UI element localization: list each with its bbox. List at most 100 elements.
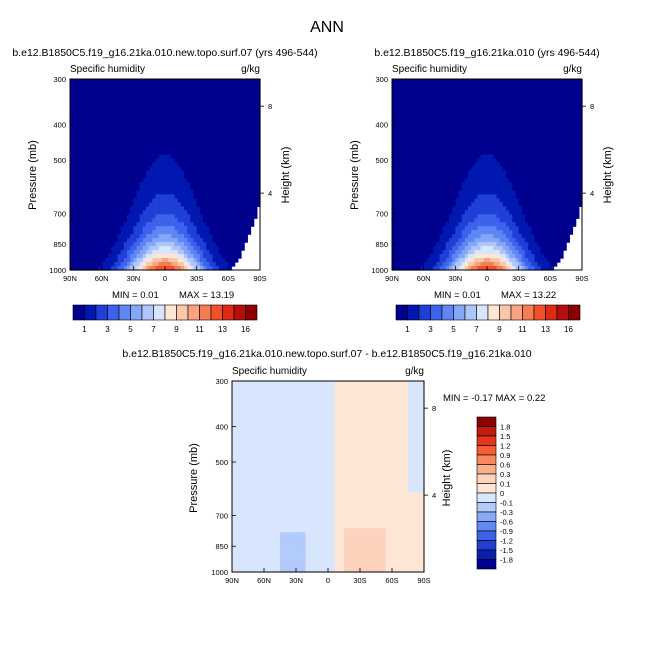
- plot-cell: [152, 166, 157, 172]
- plot-cell: [161, 258, 166, 263]
- plot-cell: [82, 262, 87, 267]
- plot-cell: [158, 194, 163, 199]
- plot-cell: [477, 79, 482, 84]
- plot-cell: [212, 202, 217, 207]
- plot-cell: [461, 182, 466, 188]
- plot-cell: [490, 174, 494, 180]
- plot-cell: [578, 130, 583, 136]
- plot-cell: [95, 226, 100, 231]
- plot-cell: [174, 114, 179, 120]
- plot-cell: [222, 226, 226, 231]
- plot-cell: [414, 182, 418, 188]
- plot-cell: [499, 158, 504, 164]
- plot-cell: [206, 194, 210, 199]
- plot-cell: [490, 106, 494, 112]
- plot-cell: [130, 230, 134, 235]
- plot-cell: [572, 158, 577, 164]
- plot-cell: [569, 154, 574, 160]
- plot-cell: [120, 242, 125, 247]
- plot-cell: [76, 154, 81, 160]
- plot-cell: [196, 214, 201, 219]
- plot-cell: [89, 178, 93, 184]
- plot-cell: [73, 230, 77, 235]
- plot-cell: [206, 182, 210, 188]
- plot-cell: [502, 79, 507, 84]
- plot-cell: [423, 166, 428, 172]
- plot-cell: [461, 190, 466, 195]
- plot-cell: [420, 202, 425, 207]
- plot-cell: [509, 198, 513, 203]
- plot-cell: [136, 234, 141, 239]
- plot-cell: [111, 230, 115, 235]
- plot-cell: [111, 174, 115, 180]
- plot-cell: [439, 182, 444, 188]
- plot-cell: [117, 182, 122, 188]
- plot-cell: [547, 194, 551, 199]
- plot-cell: [528, 98, 532, 104]
- plot-cell: [426, 146, 431, 152]
- plot-cell: [165, 158, 169, 164]
- plot-cell: [130, 178, 134, 184]
- plot-cell: [117, 150, 122, 156]
- plot-cell: [120, 114, 125, 120]
- plot-cell: [222, 182, 226, 188]
- plot-cell: [458, 174, 463, 180]
- plot-cell: [92, 190, 96, 195]
- plot-cell: [407, 106, 412, 112]
- plot-cell: [130, 79, 134, 84]
- plot-cell: [222, 114, 226, 120]
- plot-cell: [234, 138, 239, 144]
- plot-cell: [395, 178, 399, 184]
- plot-cell: [146, 158, 150, 164]
- plot-cell: [218, 146, 223, 152]
- plot-cell: [161, 202, 166, 207]
- plot-cell: [423, 186, 428, 192]
- plot-cell: [111, 150, 115, 156]
- plot-cell: [566, 210, 570, 215]
- plot-cell: [222, 254, 226, 259]
- plot-cell: [79, 186, 84, 192]
- plot-cell: [452, 174, 456, 180]
- plot-cell: [395, 214, 399, 219]
- plot-cell: [534, 166, 539, 172]
- plot-cell: [196, 230, 201, 235]
- plot-cell: [423, 90, 428, 96]
- plot-cell: [553, 110, 558, 116]
- plot-cell: [250, 206, 255, 211]
- plot-cell: [515, 138, 520, 144]
- plot-cell: [528, 150, 532, 156]
- plot-cell: [203, 250, 207, 255]
- plot-cell: [401, 218, 406, 223]
- plot-cell: [146, 194, 150, 199]
- plot-cell: [168, 174, 172, 180]
- plot-cell: [127, 206, 131, 211]
- plot-cell: [490, 126, 494, 132]
- plot-cell: [553, 174, 558, 180]
- plot-cell: [506, 202, 510, 207]
- plot-cell: [206, 106, 210, 112]
- plot-cell: [244, 138, 248, 144]
- plot-cell: [190, 214, 195, 219]
- plot-cell: [168, 250, 172, 255]
- plot-cell: [407, 130, 412, 136]
- plot-cell: [199, 258, 204, 263]
- plot-cell: [487, 122, 491, 128]
- plot-cell: [82, 186, 87, 192]
- plot-cell: [401, 79, 406, 84]
- plot-cell: [433, 178, 437, 184]
- plot-cell: [92, 166, 96, 172]
- plot-cell: [540, 134, 545, 140]
- plot-cell: [521, 142, 526, 148]
- plot-cell: [455, 134, 460, 140]
- plot-cell: [165, 79, 169, 84]
- plot-cell: [553, 118, 558, 124]
- plot-cell: [572, 210, 577, 215]
- plot-cell: [563, 110, 567, 116]
- plot-cell: [92, 138, 96, 144]
- plot-cell: [439, 146, 444, 152]
- plot-cell: [104, 102, 109, 108]
- plot-cell: [76, 254, 81, 259]
- plot-cell: [550, 214, 555, 219]
- plot-cell: [149, 130, 153, 136]
- plot-cell: [108, 178, 112, 184]
